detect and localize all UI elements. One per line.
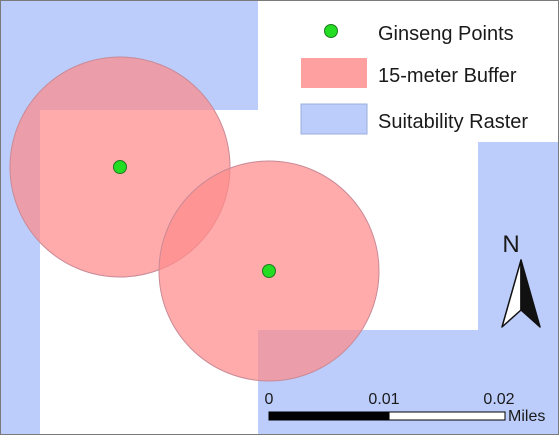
scale-bar: 0 0.01 0.02 Miles [265, 391, 546, 425]
legend: Ginseng Points 15-meter Buffer Suitabili… [290, 10, 559, 142]
ginseng-point-2 [262, 264, 276, 278]
ginseng-point-1 [113, 160, 127, 174]
scale-tick-label-2: 0.02 [483, 391, 514, 408]
legend-label-buffer: 15-meter Buffer [378, 65, 517, 87]
scale-tick-label-1: 0.01 [368, 391, 399, 408]
north-arrow-right-half [520, 259, 541, 328]
ginseng-points-layer [113, 160, 276, 278]
north-arrow-label: N [502, 231, 519, 258]
scale-tick-label-0: 0 [265, 391, 274, 408]
north-arrow: N [501, 231, 541, 328]
scale-unit-label: Miles [508, 408, 545, 425]
legend-buffer-swatch [301, 58, 367, 88]
legend-label-ginseng-points: Ginseng Points [378, 23, 514, 45]
legend-point-icon [324, 24, 338, 38]
scale-segment-black [268, 411, 390, 421]
scale-segment-white [388, 411, 506, 421]
legend-label-raster: Suitability Raster [378, 111, 528, 133]
legend-raster-swatch [300, 103, 368, 135]
